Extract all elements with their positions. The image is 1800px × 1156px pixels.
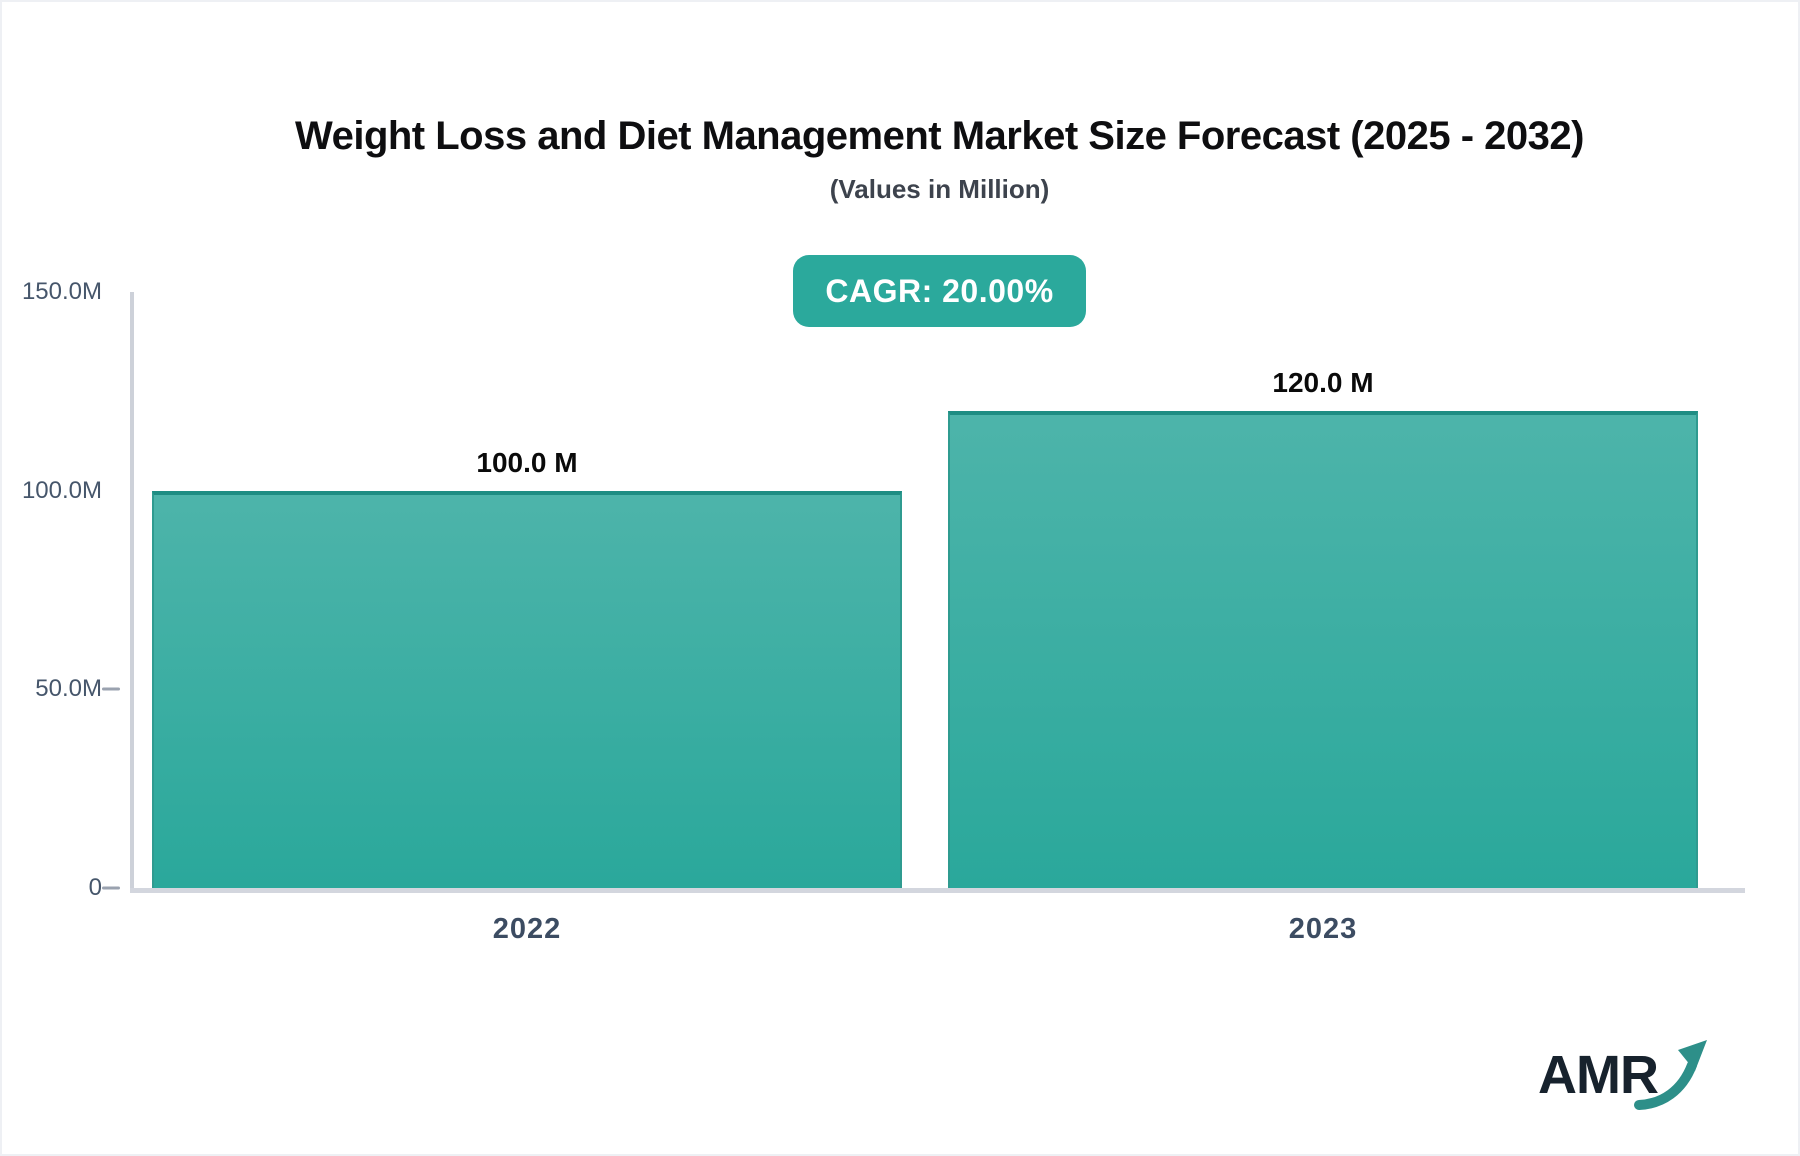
y-axis-line	[130, 292, 134, 892]
y-tick-label-50: 50.0M	[35, 675, 102, 703]
x-axis-label-2023: 2023	[1288, 913, 1358, 945]
chart-subtitle: (Values in Million)	[829, 174, 1050, 204]
plot-area: 150.0M 100.0M 50.0M 0 100.0 M 2022 120.0…	[22, 278, 1745, 945]
bar-value-label-2023: 120.0 M	[1272, 367, 1374, 399]
y-tick-label-0: 0	[88, 874, 102, 901]
x-axis-line	[130, 888, 1745, 893]
amr-logo-text: AMR	[1538, 1045, 1659, 1105]
y-tick-mark-50	[102, 687, 120, 691]
x-axis-label-2022: 2022	[492, 913, 562, 945]
chart-header: Weight Loss and Diet Management Market S…	[134, 112, 1745, 327]
cagr-badge: CAGR: 20.00%	[793, 255, 1086, 327]
amr-logo: AMR	[1538, 1036, 1710, 1110]
bar-value-label-2022: 100.0 M	[476, 446, 578, 478]
bar-2023	[948, 411, 1698, 888]
bar-group-2023: 120.0 M 2023	[948, 292, 1698, 945]
bar-2022	[152, 490, 902, 888]
y-tick-label-150: 150.0M	[21, 278, 102, 305]
y-tick-label-100: 100.0M	[21, 476, 102, 504]
chart-title: Weight Loss and Diet Management Market S…	[295, 114, 1584, 158]
y-tick-mark-0	[102, 886, 120, 890]
growth-arrow-icon	[1634, 1040, 1707, 1110]
bar-group-2022: 100.0 M 2022	[152, 292, 902, 945]
